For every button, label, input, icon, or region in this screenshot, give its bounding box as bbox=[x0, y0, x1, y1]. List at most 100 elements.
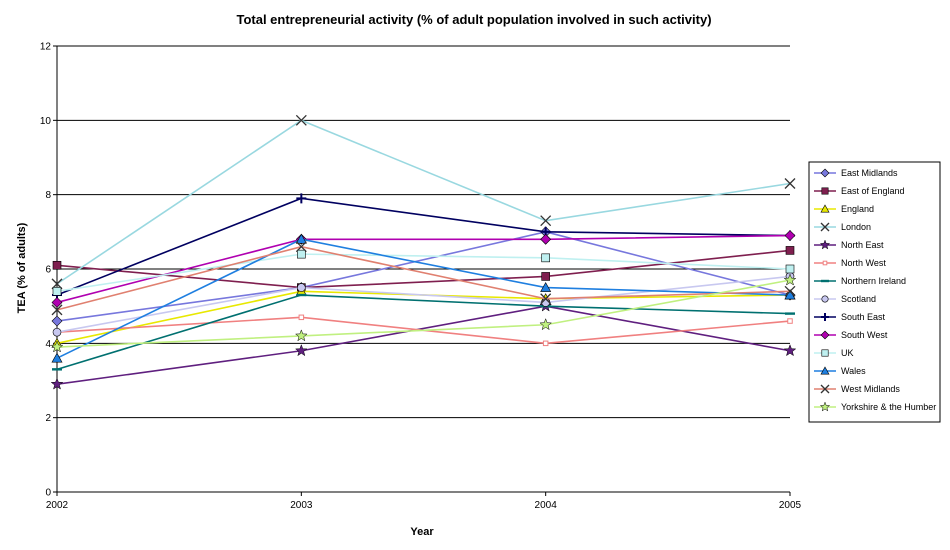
data-point-northern-ireland bbox=[296, 293, 307, 297]
legend-item-north-east: North East bbox=[814, 239, 884, 250]
legend-item-south-east: South East bbox=[814, 312, 886, 322]
legend-label: South East bbox=[841, 312, 886, 322]
series-line-yorkshire-and-the-humber bbox=[56, 279, 791, 348]
legend-marker-london bbox=[820, 222, 830, 232]
legend: East Midlands East of England England Londo… bbox=[808, 161, 941, 423]
series-line-south-west bbox=[56, 234, 791, 304]
data-point-south-west bbox=[784, 230, 796, 241]
legend-label: Northern Ireland bbox=[841, 276, 906, 286]
data-point-scotland bbox=[52, 327, 62, 337]
legend-marker-scotland bbox=[821, 295, 829, 303]
legend-box bbox=[808, 161, 941, 423]
data-point-west-midlands bbox=[540, 293, 552, 305]
grid bbox=[57, 45, 790, 419]
legend-marker-east-of-england bbox=[821, 187, 829, 195]
legend-item-northern-ireland: Northern Ireland bbox=[814, 276, 906, 286]
legend-label: North West bbox=[841, 258, 886, 268]
data-point-northern-ireland bbox=[785, 312, 795, 315]
series-line-london bbox=[56, 119, 791, 285]
y-tick-label: 2 bbox=[45, 413, 51, 424]
legend-item-north-west: North West bbox=[814, 258, 886, 268]
legend-item-west-midlands: West Midlands bbox=[814, 384, 900, 394]
legend-label: East of England bbox=[841, 186, 905, 196]
data-point-wales bbox=[51, 352, 63, 363]
data-point-south-west bbox=[540, 233, 552, 245]
data-point-north-west bbox=[787, 318, 793, 324]
series-line-uk bbox=[56, 253, 791, 293]
data-point-east-of-england bbox=[541, 272, 550, 281]
series-london bbox=[51, 114, 796, 290]
legend-marker-south-east bbox=[821, 313, 829, 321]
legend-marker-west-midlands bbox=[820, 384, 830, 394]
data-point-south-west bbox=[51, 297, 63, 308]
legend-marker-north-east bbox=[819, 239, 831, 250]
legend-marker-north-west bbox=[822, 260, 828, 266]
data-point-yorkshire-and-the-humber bbox=[783, 273, 797, 286]
x-tick-label: 2005 bbox=[779, 500, 802, 511]
series-northern-ireland bbox=[52, 293, 795, 371]
x-tick-label: 2002 bbox=[46, 500, 69, 511]
legend-item-england: England bbox=[814, 204, 874, 214]
legend-label: England bbox=[841, 204, 874, 214]
legend-label: Yorkshire & the Humber bbox=[841, 402, 936, 412]
data-point-west-midlands bbox=[295, 241, 307, 253]
series-line-south-east bbox=[56, 197, 791, 296]
y-tick-label: 0 bbox=[45, 488, 51, 499]
legend-marker-uk bbox=[821, 349, 829, 357]
data-point-scotland bbox=[297, 283, 306, 292]
data-point-west-midlands bbox=[784, 285, 796, 297]
data-point-north-east bbox=[50, 377, 64, 390]
y-axis-label: TEA (% of adults) bbox=[16, 222, 28, 313]
legend-label: London bbox=[841, 222, 871, 232]
axes: 0 2 4 6 8 10 12 2002 2003 2004 2005 bbox=[40, 42, 802, 512]
data-point-north-west bbox=[542, 340, 549, 347]
data-point-yorkshire-and-the-humber bbox=[539, 318, 553, 331]
data-point-london bbox=[540, 215, 552, 227]
data-point-northern-ireland bbox=[52, 368, 62, 371]
legend-label: UK bbox=[841, 348, 854, 358]
data-point-east-of-england bbox=[52, 260, 62, 270]
legend-item-east-midlands: East Midlands bbox=[814, 168, 898, 178]
data-point-yorkshire-and-the-humber bbox=[294, 329, 308, 342]
x-axis-label: Year bbox=[410, 526, 434, 538]
series-line-north-east bbox=[56, 305, 791, 386]
data-point-east-midlands bbox=[51, 315, 63, 327]
y-tick-label: 4 bbox=[45, 339, 51, 350]
series-line-scotland bbox=[56, 275, 791, 333]
legend-marker-northern-ireland bbox=[821, 279, 829, 283]
series-line-northern-ireland bbox=[56, 294, 791, 371]
data-point-uk bbox=[785, 264, 795, 274]
y-tick-label: 8 bbox=[45, 190, 51, 201]
series-west-midlands bbox=[51, 241, 796, 316]
data-point-uk bbox=[541, 253, 550, 263]
data-point-yorkshire-and-the-humber bbox=[50, 340, 64, 353]
series-line-west-midlands bbox=[56, 245, 791, 311]
data-point-wales bbox=[295, 233, 307, 244]
chart-title: Total entrepreneurial activity (% of adu… bbox=[236, 12, 711, 27]
legend-marker-south-west bbox=[820, 330, 830, 340]
x-tick-label: 2003 bbox=[290, 500, 313, 511]
series-line-wales bbox=[56, 238, 791, 359]
legend-item-uk: UK bbox=[814, 348, 854, 358]
legend-label: Scotland bbox=[841, 294, 876, 304]
data-point-north-east bbox=[783, 344, 797, 357]
legend-item-wales: Wales bbox=[814, 366, 866, 376]
data-point-north-west bbox=[298, 314, 305, 321]
legend-label: Wales bbox=[841, 366, 866, 376]
y-tick-label: 10 bbox=[40, 116, 52, 127]
y-tick-label: 12 bbox=[40, 42, 52, 53]
data-point-north-east bbox=[294, 344, 308, 357]
legend-item-london: London bbox=[814, 222, 871, 232]
y-tick-label: 6 bbox=[45, 265, 51, 276]
legend-item-south-west: South West bbox=[814, 330, 888, 340]
legend-label: East Midlands bbox=[841, 168, 898, 178]
data-point-east-of-england bbox=[785, 246, 795, 255]
data-point-west-midlands bbox=[51, 304, 63, 316]
data-point-uk bbox=[297, 249, 306, 259]
series-south-east bbox=[52, 193, 795, 301]
legend-item-east-of-england: East of England bbox=[814, 186, 905, 196]
legend-marker-east-midlands bbox=[820, 168, 830, 178]
legend-label: South West bbox=[841, 330, 888, 340]
series-wales bbox=[51, 233, 796, 363]
